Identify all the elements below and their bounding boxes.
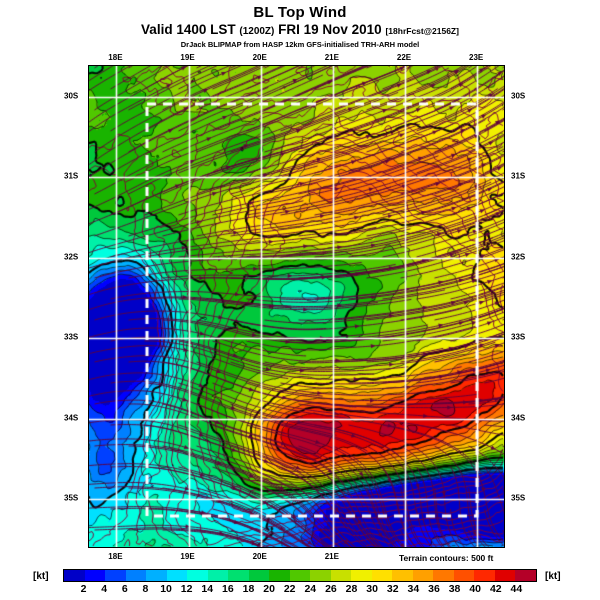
lon-label-bottom: 18E <box>108 552 123 561</box>
valid-time-line: Valid 1400 LST (1200Z) FRI 19 Nov 2010 [… <box>0 22 600 39</box>
lon-label-top: 19E <box>180 53 195 62</box>
colorbar-legend: [kt] [kt] 2 4 6 8 10 12 14 16 18 20 22 24 26 28 30 32 34… <box>0 566 600 598</box>
colorbar-unit-left: [kt] <box>33 571 49 582</box>
colorbar-tick: 6 <box>121 583 128 595</box>
colorbar-swatch <box>371 570 393 581</box>
lon-label-top: 18E <box>108 53 123 62</box>
colorbar-gradient[interactable] <box>63 569 537 582</box>
lat-label-left: 32S <box>64 252 79 262</box>
colorbar-swatch <box>187 570 208 581</box>
colorbar-swatch <box>289 570 311 581</box>
lat-label-right: 31S <box>511 171 526 181</box>
colorbar-swatch <box>105 570 126 581</box>
colorbar-tick: 10 <box>160 583 172 595</box>
valid-time: Valid 1400 LST <box>141 22 236 37</box>
valid-utc: (1200Z) <box>239 26 275 37</box>
lat-label-left: 35S <box>64 493 79 503</box>
colorbar-swatch <box>453 570 475 581</box>
model-description: DrJack BLIPMAP from HASP 12km GFS-initia… <box>180 40 420 49</box>
colorbar-swatch <box>248 570 270 581</box>
colorbar-swatch <box>433 570 454 581</box>
colorbar-swatch <box>412 570 434 581</box>
colorbar-tick: 44 <box>510 583 523 595</box>
forecast-tag: [18hrFcst@2156Z] <box>385 26 459 36</box>
lat-label-left: 31S <box>64 171 79 181</box>
lon-label-top: 23E <box>469 53 484 62</box>
title-block: BL Top Wind Valid 1400 LST (1200Z) FRI 1… <box>0 4 600 50</box>
valid-date: FRI 19 Nov 2010 <box>278 22 382 37</box>
colorbar-tick: 34 <box>407 583 420 595</box>
colorbar-swatch <box>228 570 249 581</box>
colorbar-swatch <box>392 570 413 581</box>
colorbar-swatch <box>125 570 147 581</box>
colorbar-swatch <box>310 570 331 581</box>
colorbar-swatch <box>64 570 85 581</box>
colorbar-tick: 16 <box>222 583 234 595</box>
colorbar-swatch <box>269 570 290 581</box>
colorbar-swatch <box>515 570 536 581</box>
colorbar-tick: 28 <box>345 583 358 595</box>
colorbar-tick: 36 <box>428 583 440 595</box>
colorbar-tick: 14 <box>201 583 214 595</box>
colorbar-tick: 30 <box>366 583 378 595</box>
lat-label-right: 32S <box>511 252 526 262</box>
colorbar-swatch <box>474 570 495 581</box>
colorbar-swatch <box>330 570 352 581</box>
colorbar-tick: 22 <box>283 583 296 595</box>
map-frame[interactable] <box>88 65 505 548</box>
colorbar-tick: 4 <box>101 583 108 595</box>
terrain-contour-note: Terrain contours: 500 ft <box>399 553 494 563</box>
colorbar-tick: 24 <box>304 583 317 595</box>
colorbar-tick: 38 <box>448 583 461 595</box>
lon-label-bottom: 20E <box>252 552 267 561</box>
lat-label-right: 30S <box>511 91 526 101</box>
colorbar-tick: 20 <box>263 583 275 595</box>
lat-label-left: 30S <box>64 91 79 101</box>
colorbar-swatch <box>146 570 167 581</box>
colorbar-swatch <box>494 570 516 581</box>
lon-label-bottom: 21E <box>324 552 339 561</box>
colorbar-tick: 12 <box>180 583 193 595</box>
colorbar-swatch <box>84 570 106 581</box>
colorbar-tick: 26 <box>325 583 337 595</box>
lon-label-top: 20E <box>252 53 267 62</box>
page-title: BL Top Wind <box>253 4 347 21</box>
lat-label-left: 33S <box>64 332 79 342</box>
lat-label-right: 35S <box>511 493 526 503</box>
colorbar-tick: 8 <box>142 583 149 595</box>
colorbar-swatch <box>207 570 229 581</box>
lat-label-right: 33S <box>511 332 526 342</box>
colorbar-unit-right: [kt] <box>545 571 561 582</box>
colorbar-swatch <box>166 570 188 581</box>
colorbar-tick: 42 <box>489 583 502 595</box>
colorbar-tick: 40 <box>469 583 482 595</box>
colorbar-tick: 18 <box>242 583 255 595</box>
colorbar-swatch <box>351 570 372 581</box>
lon-label-bottom: 19E <box>180 552 195 561</box>
lon-label-top: 21E <box>324 53 339 62</box>
wind-field-map[interactable] <box>89 66 504 547</box>
colorbar-tick: 32 <box>386 583 399 595</box>
colorbar-tick-labels: 2 4 6 8 10 12 14 16 18 20 22 24 26 28 30 32 34 36 38 40 42 44 <box>63 583 537 597</box>
lon-label-top: 22E <box>396 53 412 62</box>
colorbar-tick: 2 <box>80 583 87 595</box>
lat-label-right: 34S <box>511 413 526 423</box>
lat-label-left: 34S <box>64 413 79 423</box>
